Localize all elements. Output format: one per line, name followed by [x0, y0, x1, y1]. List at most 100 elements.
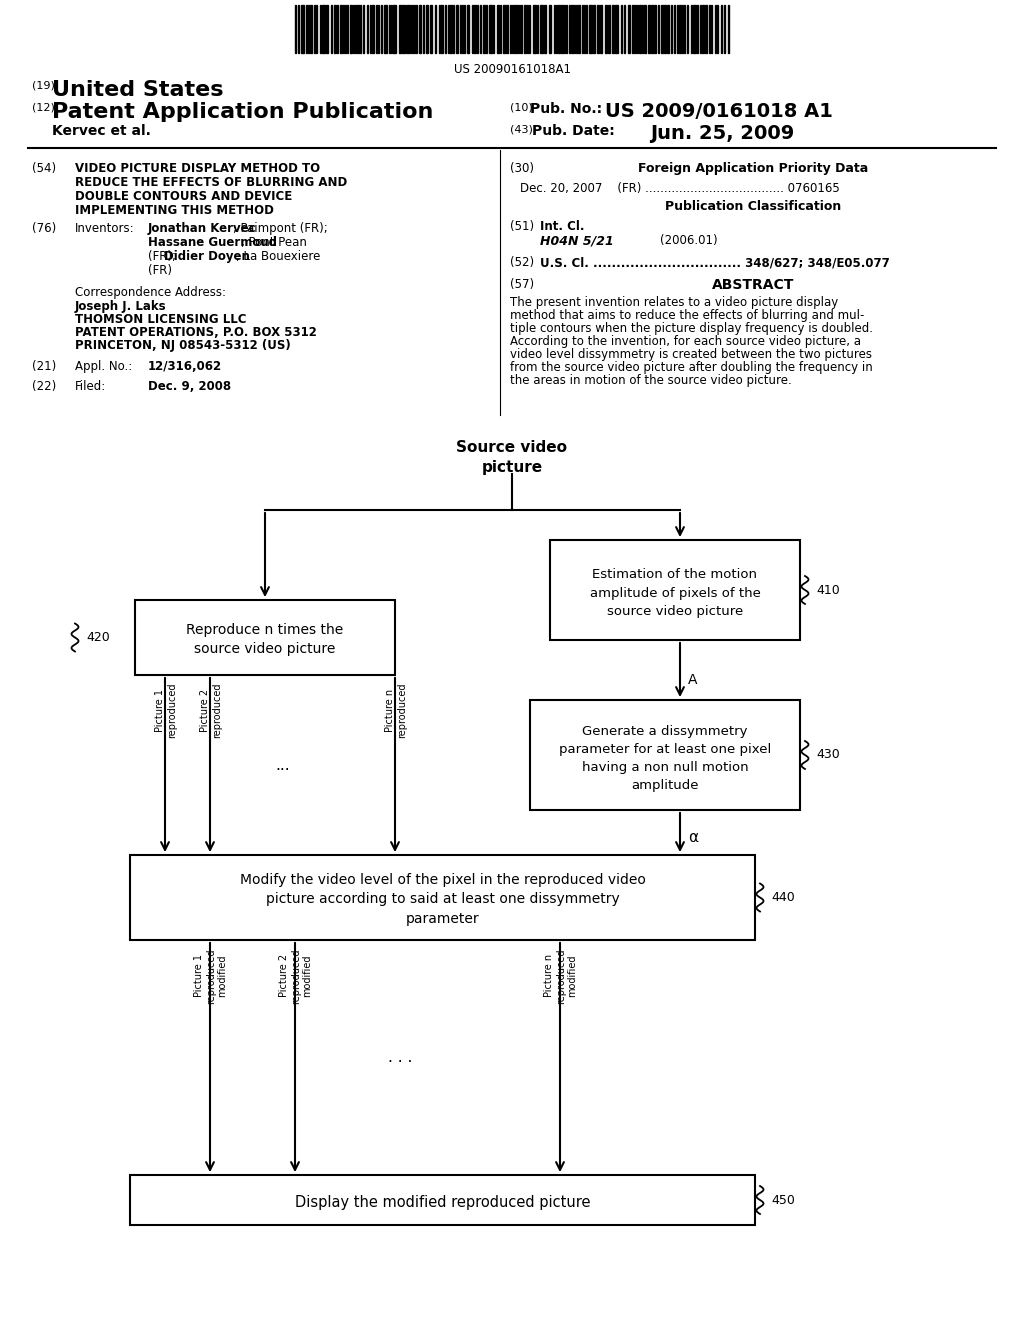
Bar: [667, 5, 669, 53]
Text: The present invention relates to a video picture display: The present invention relates to a video…: [510, 296, 839, 309]
Text: 450: 450: [771, 1193, 796, 1206]
Text: H04N 5/21: H04N 5/21: [540, 234, 613, 247]
Text: (54): (54): [32, 162, 56, 176]
Text: 12/316,062: 12/316,062: [148, 360, 222, 374]
Text: Picture n
reproduced
modified: Picture n reproduced modified: [545, 948, 578, 1003]
Text: Modify the video level of the pixel in the reproduced video
picture according to: Modify the video level of the pixel in t…: [240, 873, 645, 927]
FancyBboxPatch shape: [130, 855, 755, 940]
Bar: [357, 5, 359, 53]
Text: Appl. No.:: Appl. No.:: [75, 360, 132, 374]
Bar: [544, 5, 546, 53]
Text: Picture 2
reproduced: Picture 2 reproduced: [201, 682, 222, 738]
Bar: [419, 5, 421, 53]
Bar: [514, 5, 516, 53]
Bar: [558, 5, 560, 53]
Text: REDUCE THE EFFECTS OF BLURRING AND: REDUCE THE EFFECTS OF BLURRING AND: [75, 176, 347, 189]
Text: VIDEO PICTURE DISPLAY METHOD TO: VIDEO PICTURE DISPLAY METHOD TO: [75, 162, 321, 176]
Bar: [654, 5, 656, 53]
Text: Filed:: Filed:: [75, 380, 106, 393]
Text: (43): (43): [510, 124, 532, 135]
Bar: [662, 5, 663, 53]
Text: α: α: [688, 829, 698, 845]
Text: , Paimpont (FR);: , Paimpont (FR);: [233, 222, 328, 235]
Text: Pub. Date:: Pub. Date:: [532, 124, 614, 139]
Bar: [608, 5, 610, 53]
Bar: [615, 5, 618, 53]
FancyBboxPatch shape: [550, 540, 800, 640]
Bar: [474, 5, 476, 53]
Text: ABSTRACT: ABSTRACT: [712, 279, 795, 292]
Text: Jonathan Kervec: Jonathan Kervec: [148, 222, 257, 235]
Bar: [524, 5, 526, 53]
Bar: [407, 5, 409, 53]
Text: (21): (21): [32, 360, 56, 374]
Bar: [483, 5, 485, 53]
Text: Kervec et al.: Kervec et al.: [52, 124, 151, 139]
Bar: [561, 5, 563, 53]
Bar: [384, 5, 387, 53]
Bar: [503, 5, 505, 53]
FancyBboxPatch shape: [130, 1175, 755, 1225]
Text: Hassane Guermoud: Hassane Guermoud: [148, 236, 278, 249]
Bar: [648, 5, 650, 53]
Text: THOMSON LICENSING LLC: THOMSON LICENSING LLC: [75, 313, 247, 326]
Text: Reproduce n times the
source video picture: Reproduce n times the source video pictu…: [186, 623, 344, 656]
Text: PATENT OPERATIONS, P.O. BOX 5312: PATENT OPERATIONS, P.O. BOX 5312: [75, 326, 316, 339]
Text: Picture 1
reproduced: Picture 1 reproduced: [156, 682, 177, 738]
Bar: [605, 5, 607, 53]
Bar: [350, 5, 352, 53]
Text: US 20090161018A1: US 20090161018A1: [454, 63, 570, 77]
Bar: [600, 5, 602, 53]
Bar: [705, 5, 707, 53]
Text: from the source video picture after doubling the frequency in: from the source video picture after doub…: [510, 360, 872, 374]
Text: U.S. Cl. ................................ 348/627; 348/E05.077: U.S. Cl. ...............................…: [540, 256, 890, 269]
Text: Patent Application Publication: Patent Application Publication: [52, 102, 433, 121]
Text: Publication Classification: Publication Classification: [665, 201, 841, 213]
Bar: [639, 5, 641, 53]
Bar: [664, 5, 666, 53]
Text: 430: 430: [816, 748, 841, 762]
Text: United States: United States: [52, 81, 223, 100]
Text: , La Bouexiere: , La Bouexiere: [236, 249, 321, 263]
Bar: [702, 5, 705, 53]
Bar: [549, 5, 551, 53]
Text: method that aims to reduce the effects of blurring and mul-: method that aims to reduce the effects o…: [510, 309, 864, 322]
Text: According to the invention, for each source video picture, a: According to the invention, for each sou…: [510, 335, 861, 348]
Bar: [497, 5, 499, 53]
Bar: [456, 5, 458, 53]
Text: 420: 420: [86, 631, 111, 644]
Text: (FR): (FR): [148, 264, 172, 277]
Text: Display the modified reproduced picture: Display the modified reproduced picture: [295, 1195, 590, 1209]
Bar: [426, 5, 428, 53]
Text: PRINCETON, NJ 08543-5312 (US): PRINCETON, NJ 08543-5312 (US): [75, 339, 291, 352]
Bar: [506, 5, 508, 53]
Text: US 2009/0161018 A1: US 2009/0161018 A1: [605, 102, 833, 121]
Text: Int. Cl.: Int. Cl.: [540, 220, 585, 234]
Bar: [372, 5, 374, 53]
Bar: [589, 5, 592, 53]
Bar: [651, 5, 653, 53]
Text: 440: 440: [771, 891, 796, 904]
Text: (FR);: (FR);: [148, 249, 176, 263]
Text: . . .: . . .: [388, 1049, 413, 1065]
Bar: [489, 5, 492, 53]
Bar: [540, 5, 543, 53]
Text: (10): (10): [510, 102, 532, 112]
Bar: [467, 5, 469, 53]
Bar: [450, 5, 452, 53]
Text: Pub. No.:: Pub. No.:: [530, 102, 602, 116]
Bar: [644, 5, 646, 53]
Text: tiple contours when the picture display frequency is doubled.: tiple contours when the picture display …: [510, 322, 873, 335]
Bar: [597, 5, 599, 53]
Text: IMPLEMENTING THIS METHOD: IMPLEMENTING THIS METHOD: [75, 205, 273, 216]
Bar: [693, 5, 696, 53]
Text: (2006.01): (2006.01): [660, 234, 718, 247]
Text: , Pont Pean: , Pont Pean: [241, 236, 307, 249]
Text: video level dissymmetry is created between the two pictures: video level dissymmetry is created betwe…: [510, 348, 872, 360]
Text: (30): (30): [510, 162, 534, 176]
Text: (52): (52): [510, 256, 535, 269]
Text: ...: ...: [275, 758, 291, 772]
Text: Picture n
reproduced: Picture n reproduced: [385, 682, 407, 738]
Text: Source video
picture: Source video picture: [457, 440, 567, 475]
FancyBboxPatch shape: [530, 700, 800, 810]
